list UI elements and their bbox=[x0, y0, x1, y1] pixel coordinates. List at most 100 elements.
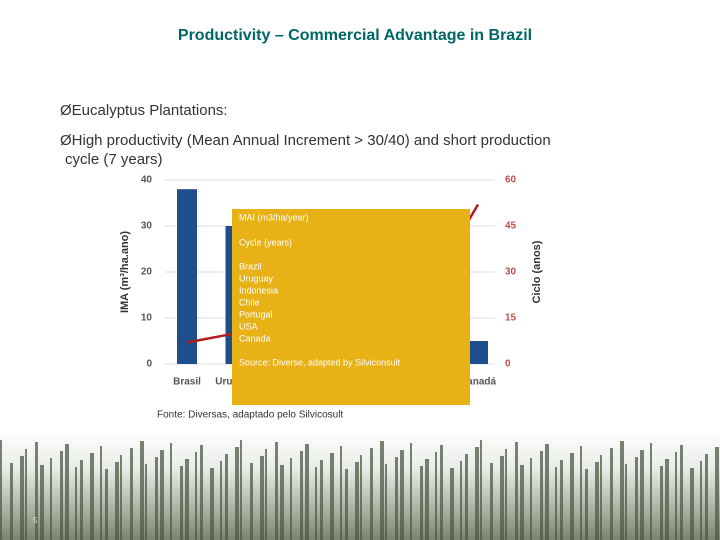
overlay-text: Portugal bbox=[239, 309, 273, 319]
tree bbox=[440, 445, 443, 540]
tree bbox=[620, 441, 624, 540]
overlay-text: Uruguay bbox=[239, 273, 274, 283]
tree bbox=[60, 451, 63, 540]
tree bbox=[235, 447, 239, 540]
tree bbox=[100, 446, 102, 540]
tree bbox=[460, 461, 462, 540]
tree bbox=[595, 462, 599, 540]
tree bbox=[345, 469, 348, 540]
tree bbox=[540, 451, 543, 540]
tree bbox=[515, 442, 518, 540]
y2-tick-label: 30 bbox=[505, 267, 517, 278]
tree bbox=[530, 458, 532, 540]
bullet: ØEucalyptus Plantations: bbox=[60, 102, 228, 119]
y-tick-label: 40 bbox=[141, 175, 153, 186]
tree bbox=[650, 443, 652, 540]
tree bbox=[560, 460, 563, 540]
overlay-text: Canada bbox=[239, 333, 271, 343]
overlay-text: USA bbox=[239, 321, 258, 331]
tree bbox=[80, 460, 83, 540]
tree bbox=[355, 462, 359, 540]
tree bbox=[395, 457, 398, 540]
tree bbox=[195, 452, 197, 540]
tree bbox=[0, 440, 2, 540]
tree bbox=[520, 465, 524, 540]
tree bbox=[690, 468, 694, 540]
tree bbox=[265, 449, 267, 540]
tree bbox=[315, 467, 317, 540]
tree bbox=[570, 453, 574, 540]
chart-source: Fonte: Diversas, adaptado pelo Silvicosu… bbox=[157, 410, 343, 421]
tree bbox=[90, 453, 94, 540]
y2-tick-label: 15 bbox=[505, 313, 517, 324]
tree bbox=[35, 442, 38, 540]
y2-axis-title: Ciclo (anos) bbox=[531, 240, 543, 303]
bullet: cycle (7 years) bbox=[65, 151, 163, 168]
tree bbox=[130, 448, 133, 540]
overlay-text: Brazil bbox=[239, 261, 262, 271]
tree bbox=[610, 448, 613, 540]
tree bbox=[210, 468, 214, 540]
overlay-text: MAI (m3/ha/year) bbox=[239, 212, 309, 222]
tree bbox=[50, 458, 52, 540]
tree bbox=[490, 463, 493, 540]
y-tick-label: 10 bbox=[141, 313, 153, 324]
tree bbox=[505, 449, 507, 540]
tree bbox=[370, 448, 373, 540]
tree bbox=[180, 466, 183, 540]
tree bbox=[275, 442, 278, 540]
tree bbox=[25, 449, 27, 540]
overlay-text: Source: Diverse, adapted by Silviconsult bbox=[239, 357, 401, 367]
tree bbox=[580, 446, 582, 540]
tree bbox=[10, 463, 13, 540]
tree bbox=[170, 443, 172, 540]
y-tick-label: 30 bbox=[141, 221, 153, 232]
y-tick-label: 20 bbox=[141, 267, 153, 278]
tree bbox=[320, 460, 323, 540]
forest-background bbox=[0, 430, 720, 540]
tree bbox=[480, 440, 482, 540]
tree bbox=[280, 465, 284, 540]
tree bbox=[500, 456, 504, 540]
overlay-rect bbox=[232, 209, 470, 405]
bullet: ØHigh productivity (Mean Annual Incremen… bbox=[60, 132, 551, 149]
tree bbox=[400, 450, 404, 540]
page-number: 5 bbox=[33, 516, 38, 525]
y2-tick-label: 0 bbox=[505, 359, 511, 370]
tree bbox=[65, 444, 69, 540]
tree bbox=[450, 468, 454, 540]
tree bbox=[410, 443, 412, 540]
tree bbox=[330, 453, 334, 540]
tree bbox=[120, 455, 122, 540]
y2-tick-label: 45 bbox=[505, 221, 517, 232]
tree bbox=[115, 462, 119, 540]
tree bbox=[585, 469, 588, 540]
tree bbox=[155, 457, 158, 540]
tree bbox=[360, 455, 362, 540]
tree bbox=[425, 459, 429, 540]
tree bbox=[290, 458, 292, 540]
tree bbox=[250, 463, 253, 540]
tree bbox=[220, 461, 222, 540]
tree bbox=[20, 456, 24, 540]
tree bbox=[665, 459, 669, 540]
tree bbox=[675, 452, 677, 540]
tree bbox=[75, 467, 77, 540]
x-tick-label: Canadá bbox=[460, 377, 497, 388]
y2-tick-label: 60 bbox=[505, 175, 517, 186]
slide-title: Productivity – Commercial Advantage in B… bbox=[178, 27, 532, 44]
tree bbox=[260, 456, 264, 540]
tree bbox=[305, 444, 309, 540]
tree bbox=[145, 464, 147, 540]
overlay-text: Indonesia bbox=[239, 285, 278, 295]
tree bbox=[660, 466, 663, 540]
tree bbox=[340, 446, 342, 540]
overlay-text: Chile bbox=[239, 297, 260, 307]
tree bbox=[140, 441, 144, 540]
tree bbox=[385, 464, 387, 540]
tree bbox=[680, 445, 683, 540]
tree bbox=[600, 455, 602, 540]
tree bbox=[420, 466, 423, 540]
overlay-box: MAI (m3/ha/year) Cycle (years) Brazil Urugu… bbox=[232, 209, 470, 405]
tree bbox=[715, 447, 719, 540]
